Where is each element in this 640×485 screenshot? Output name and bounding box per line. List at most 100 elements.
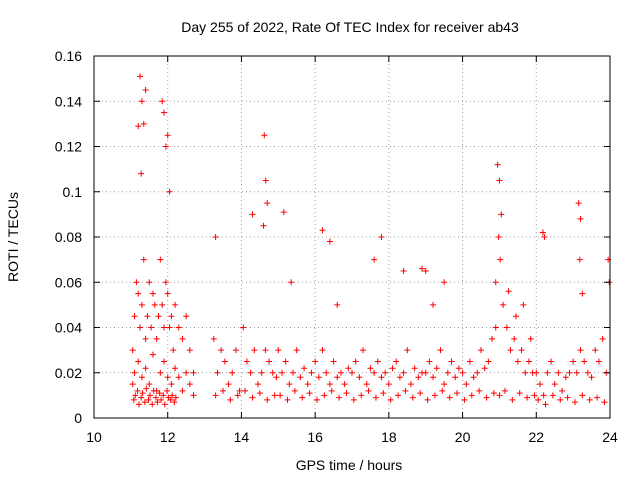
data-point (161, 401, 168, 408)
chart-title: Day 255 of 2022, Rate Of TEC Index for r… (181, 19, 519, 35)
data-point (150, 387, 157, 394)
data-point (489, 335, 496, 342)
data-point (172, 394, 179, 401)
data-point (210, 335, 217, 342)
data-point (540, 392, 547, 399)
data-point (579, 290, 586, 297)
data-point (157, 256, 164, 263)
data-point (497, 256, 504, 263)
data-point (256, 390, 263, 397)
data-point (175, 324, 182, 331)
data-point (221, 358, 228, 365)
data-point (372, 394, 379, 401)
data-point (290, 369, 297, 376)
data-point (334, 374, 341, 381)
data-point (168, 381, 175, 388)
data-point (343, 390, 350, 397)
data-point (170, 347, 177, 354)
data-point (511, 335, 518, 342)
data-point (531, 392, 538, 399)
data-point (304, 381, 311, 388)
data-point (146, 279, 153, 286)
data-point (437, 347, 444, 354)
data-point (581, 358, 588, 365)
data-point (220, 387, 226, 394)
data-point (131, 313, 138, 320)
data-point (164, 290, 171, 297)
axis-ticks: 10 12 14 16 18 20 22 24 0 0.02 0.04 0.06 0.08 0.1 0.12… (55, 48, 618, 445)
data-point (544, 369, 551, 376)
data-point (520, 301, 527, 308)
data-point (400, 369, 407, 376)
data-point (527, 335, 534, 342)
data-point (261, 132, 268, 139)
data-point (505, 288, 512, 295)
data-point (422, 267, 429, 274)
y-tick-label: 0.14 (55, 93, 82, 109)
data-point (441, 381, 448, 388)
data-point (441, 279, 448, 286)
data-point (525, 358, 532, 365)
data-point (158, 396, 165, 403)
data-point (179, 387, 186, 394)
data-point (149, 401, 156, 408)
data-point (586, 396, 593, 403)
data-point (156, 390, 163, 397)
data-point (154, 399, 161, 406)
data-point (334, 301, 341, 308)
data-point (498, 211, 505, 218)
data-point (400, 267, 407, 274)
data-point (474, 369, 481, 376)
data-point (599, 335, 606, 342)
data-point (212, 234, 219, 240)
data-point (159, 98, 166, 105)
data-point (258, 369, 265, 376)
data-point (138, 374, 145, 381)
data-point (179, 335, 186, 342)
data-point (271, 392, 278, 399)
data-point (514, 358, 521, 365)
data-point (171, 399, 178, 406)
data-point (183, 369, 190, 376)
data-point (138, 394, 145, 401)
data-point (492, 279, 499, 286)
data-point (275, 347, 282, 354)
data-point (139, 390, 146, 397)
data-point (470, 374, 477, 381)
data-point (374, 358, 381, 365)
data-point (404, 347, 411, 354)
x-tick-label: 14 (234, 429, 250, 445)
data-point (264, 396, 271, 403)
data-point (218, 347, 225, 354)
x-tick-label: 10 (86, 429, 102, 445)
data-point (135, 401, 142, 408)
data-point (141, 399, 148, 406)
data-point (308, 369, 315, 376)
data-point (371, 256, 378, 263)
data-point (341, 381, 348, 388)
y-tick-label: 0.02 (55, 365, 82, 381)
data-point (466, 358, 473, 365)
data-point (186, 381, 193, 388)
data-point (153, 335, 160, 342)
data-point (312, 358, 319, 365)
data-point (306, 390, 313, 397)
data-point (137, 324, 144, 331)
data-point (492, 324, 499, 331)
data-point (277, 392, 284, 399)
data-point (541, 234, 548, 240)
data-point (371, 369, 378, 376)
data-point (249, 394, 256, 401)
data-point (142, 335, 149, 342)
data-point (301, 365, 308, 372)
data-point (135, 123, 142, 130)
data-point (539, 229, 546, 236)
data-point (402, 387, 409, 394)
data-point (162, 143, 169, 150)
data-point (579, 392, 586, 399)
data-point (175, 374, 182, 381)
data-point (133, 279, 140, 286)
data-point (164, 374, 171, 381)
data-point (190, 369, 197, 376)
data-point (328, 387, 335, 394)
